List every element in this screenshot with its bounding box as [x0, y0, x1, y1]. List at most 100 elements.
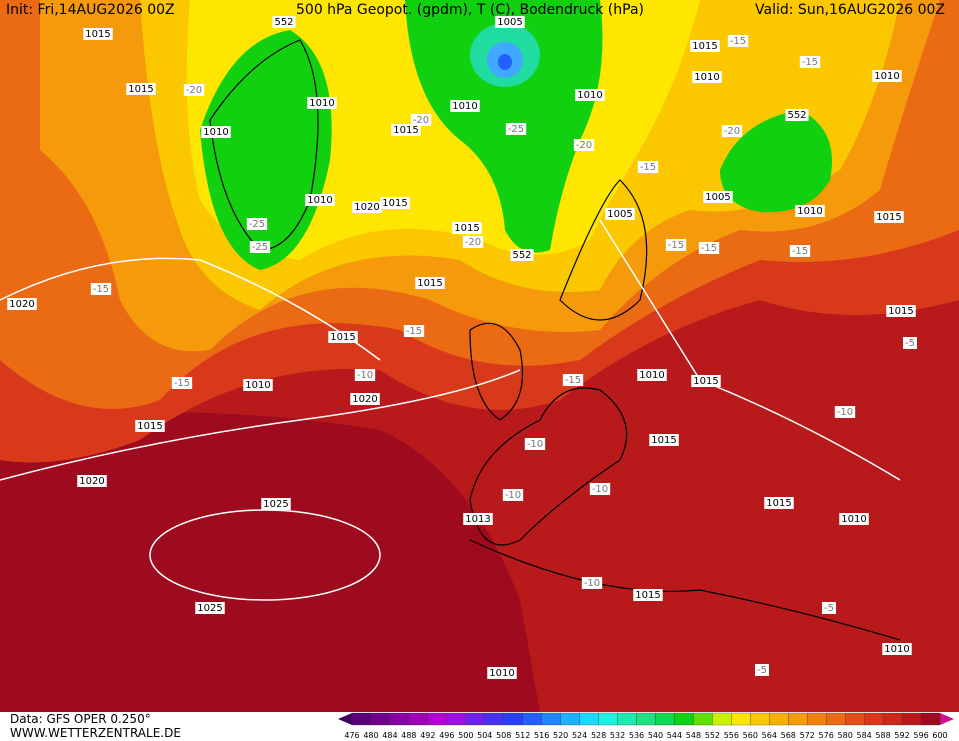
isotherm-label-box: [183, 84, 205, 96]
isotherm-label-box: [637, 161, 659, 173]
colorbar-swatch: [863, 712, 884, 726]
isotherm-label-box: [502, 489, 524, 501]
isobar-label: 1015: [766, 498, 791, 509]
isotherm-label: -10: [505, 490, 521, 501]
colorbar-swatch: [693, 712, 713, 726]
isotherm-label: -15: [701, 243, 717, 254]
colorbar-label: 512: [515, 731, 530, 740]
colorbar-label: 592: [894, 731, 909, 740]
isobar-label-box: [350, 393, 380, 405]
isotherm-label-box: [799, 56, 821, 68]
isobar-label-box: [495, 16, 525, 28]
isobar-label-box: [605, 208, 635, 220]
isobar-label: 1013: [465, 514, 490, 525]
isotherm-label-box: [755, 664, 769, 676]
colorbar-label: 548: [686, 731, 701, 740]
isobar-label-box: [307, 97, 337, 109]
isotherm-label: -20: [413, 115, 429, 126]
isobar-label-box: [690, 40, 720, 52]
isobar-label-box: [886, 305, 916, 317]
isobar-label-box: [391, 124, 421, 136]
isobar-label: 1015: [137, 421, 162, 432]
isotherm-label: -15: [93, 284, 109, 295]
colorbar-arrow-low: [338, 713, 352, 725]
colorbar-swatch: [370, 712, 391, 726]
isobar-label-box: [510, 249, 534, 261]
colorbar-label: 580: [838, 731, 853, 740]
isotherm-label: -10: [584, 578, 600, 589]
isotherm-label: -10: [837, 407, 853, 418]
isotherm-label-box: [462, 236, 484, 248]
isobar-label: 1010: [577, 90, 602, 101]
isobar-label-box: [649, 434, 679, 446]
isotherm-label-box: [246, 218, 268, 230]
isobar-label: 1010: [884, 644, 909, 655]
isobar-label: 1020: [354, 202, 379, 213]
colorbar-label: 572: [800, 731, 815, 740]
isobar-label: 1015: [651, 435, 676, 446]
colorbar-swatch: [598, 712, 618, 726]
map-title: 500 hPa Geopot. (gpdm), T (C), Bodendruc…: [296, 2, 644, 18]
colorbar-label: 588: [875, 731, 890, 740]
colorbar-swatch: [769, 712, 789, 726]
isobar-label: 1020: [9, 299, 34, 310]
colorbar-swatch: [655, 712, 675, 726]
isobar-label-box: [691, 375, 721, 387]
isobar-label-box: [272, 16, 296, 28]
isobar-label-box: [243, 379, 273, 391]
isotherm-label-box: [354, 369, 376, 381]
website: WWW.WETTERZENTRALE.DE: [10, 726, 181, 740]
isotherm-label: -25: [252, 242, 268, 253]
colorbar-swatch: [807, 712, 827, 726]
colorbar-label: 600: [932, 731, 947, 740]
colorbar-label: 520: [553, 731, 568, 740]
isobar-label: 1015: [417, 278, 442, 289]
isobar-label-box: [83, 28, 113, 40]
isotherm-label-box: [562, 374, 584, 386]
isotherm-label: -15: [802, 57, 818, 68]
colorbar-swatch: [920, 712, 941, 726]
isobar-label: 552: [787, 110, 806, 121]
isobar-label: 1010: [639, 370, 664, 381]
colorbar-label: 564: [762, 731, 777, 740]
isobar-label-box: [352, 201, 382, 213]
colorbar-swatch: [465, 712, 485, 726]
isobar-label-box: [452, 222, 482, 234]
isobar-label-box: [703, 191, 733, 203]
isotherm-label: -5: [905, 338, 915, 349]
valid-time: Valid: Sun,16AUG2026 00Z: [755, 2, 945, 18]
colorbar-arrow-high: [940, 713, 954, 725]
isotherm-label-box: [903, 337, 917, 349]
colorbar-swatch: [788, 712, 808, 726]
colorbar-label: 508: [496, 731, 511, 740]
colorbar-swatch: [389, 712, 410, 726]
isotherm-label: -25: [249, 219, 265, 230]
isotherm-label: -10: [357, 370, 373, 381]
colorbar-label: 560: [743, 731, 758, 740]
contour-labels: 1015 1015 1010 1010 1015 1010 1005 1010 1015 1010…: [7, 16, 917, 679]
colorbar-label: 524: [572, 731, 587, 740]
colorbar-swatch: [617, 712, 637, 726]
isotherm-label: -15: [792, 246, 808, 257]
isobar-label: 1015: [382, 198, 407, 209]
isotherm-label-box: [721, 125, 743, 137]
isobar-label-box: [764, 497, 794, 509]
colorbar-swatch: [712, 712, 732, 726]
colorbar-swatch: [731, 712, 751, 726]
colorbar-label: 516: [534, 731, 549, 740]
colorbar-label: 480: [363, 731, 378, 740]
colorbar-label: 584: [856, 731, 871, 740]
isotherm-label-box: [665, 239, 687, 251]
init-time: Init: Fri,14AUG2026 00Z: [6, 2, 175, 18]
isobar-label: 1010: [307, 195, 332, 206]
colorbar-swatch: [636, 712, 656, 726]
isobar-label: 1010: [203, 127, 228, 138]
isotherm-label: -15: [406, 326, 422, 337]
isobar-label: 1015: [692, 41, 717, 52]
colorbar-label: 476: [344, 731, 359, 740]
colorbar-label: 576: [819, 731, 834, 740]
isotherm-label: -15: [668, 240, 684, 251]
isotherm-label: -5: [824, 603, 834, 614]
isobar-label-box: [195, 602, 225, 614]
colorbar-swatch: [750, 712, 770, 726]
